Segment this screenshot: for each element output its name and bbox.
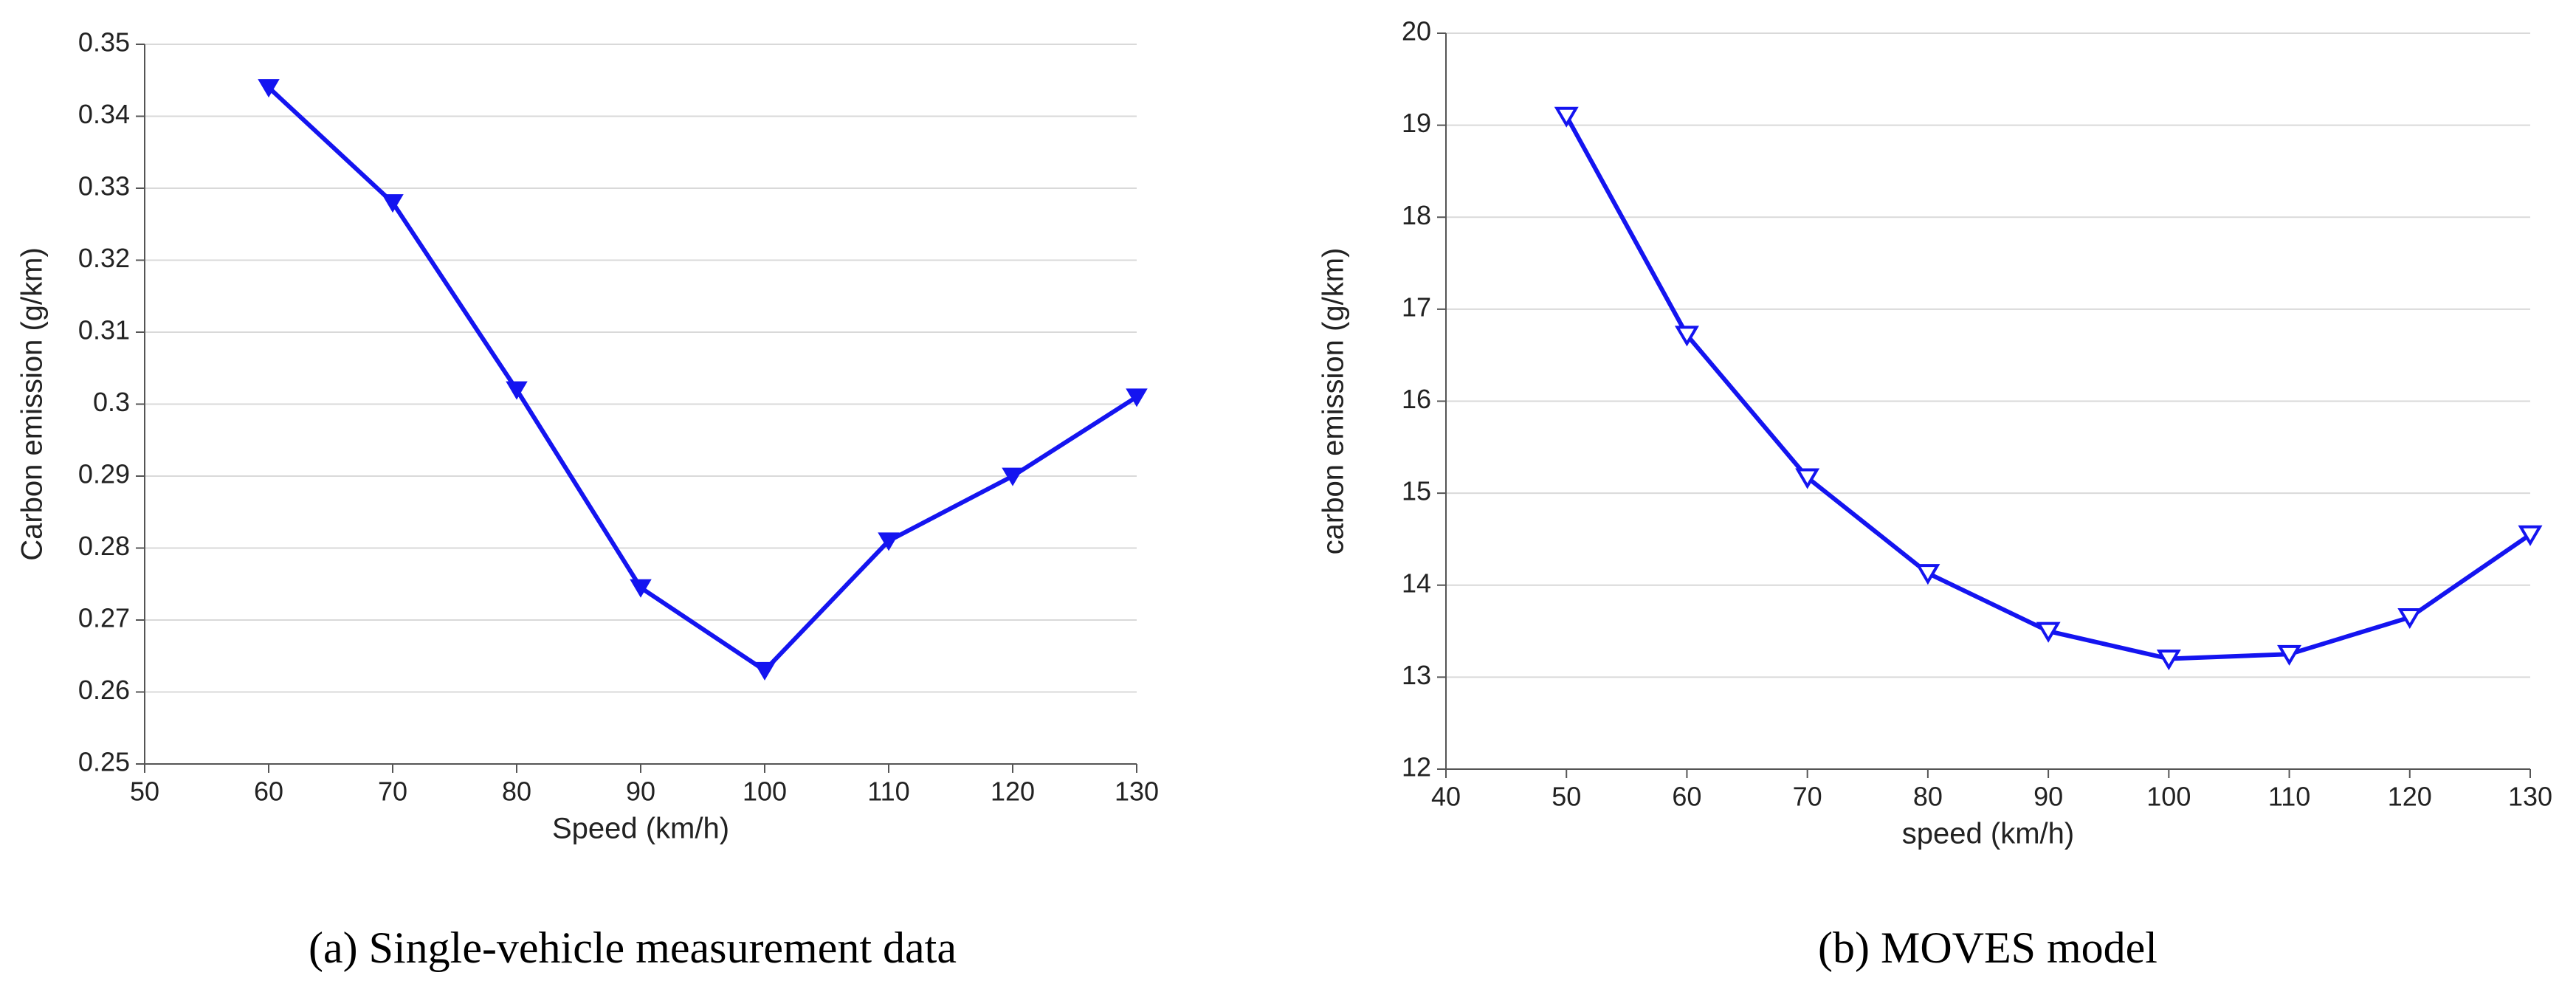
y-tick-label: 18 — [1402, 200, 1431, 230]
caption: (b) MOVES model — [1818, 923, 2157, 972]
y-tick-label: 0.34 — [78, 99, 130, 129]
data-marker — [1002, 467, 1024, 486]
x-tick-label: 120 — [2388, 782, 2432, 812]
x-tick-label: 70 — [1793, 782, 1822, 812]
data-marker — [2156, 650, 2181, 671]
data-marker — [2518, 525, 2543, 546]
data-marker — [382, 194, 404, 213]
x-tick-label: 90 — [2033, 782, 2063, 812]
x-tick-label: 100 — [2146, 782, 2191, 812]
y-tick-label: 0.3 — [93, 387, 130, 417]
x-axis-label: speed (km/h) — [1902, 818, 2074, 850]
data-marker — [1915, 564, 1940, 585]
x-tick-label: 40 — [1431, 782, 1461, 812]
x-axis-label: Speed (km/h) — [552, 813, 729, 845]
y-tick-label: 19 — [1402, 108, 1431, 138]
x-tick-label: 100 — [743, 777, 787, 807]
y-tick-label: 16 — [1402, 384, 1431, 414]
y-tick-label: 0.29 — [78, 459, 130, 489]
x-tick-label: 70 — [378, 777, 407, 807]
x-tick-label: 120 — [991, 777, 1035, 807]
y-tick-label: 13 — [1402, 660, 1431, 690]
data-marker — [754, 661, 776, 681]
data-marker — [1126, 388, 1148, 407]
data-marker — [1554, 106, 1579, 128]
data-marker — [630, 579, 652, 598]
y-axis-label: Carbon emission (g/km) — [16, 247, 49, 561]
data-line — [1564, 114, 2532, 661]
y-tick-label: 12 — [1402, 752, 1431, 782]
x-tick-label: 130 — [1115, 777, 1159, 807]
data-marker — [2397, 607, 2422, 630]
data-marker — [1674, 326, 1699, 347]
y-tick-label: 0.35 — [78, 27, 130, 58]
data-marker — [258, 79, 280, 98]
x-tick-label: 110 — [2268, 782, 2310, 812]
x-tick-label: 50 — [1552, 782, 1581, 812]
y-tick-label: 0.26 — [78, 675, 130, 705]
data-marker — [2036, 622, 2061, 643]
y-tick-label: 0.28 — [78, 531, 130, 561]
data-marker — [2277, 644, 2302, 666]
x-tick-label: 130 — [2508, 782, 2552, 812]
y-tick-label: 0.32 — [78, 243, 130, 273]
y-axis-label: carbon emission (g/km) — [1318, 248, 1350, 555]
x-tick-label: 80 — [502, 777, 531, 807]
y-tick-label: 14 — [1402, 568, 1431, 598]
x-tick-label: 60 — [254, 777, 283, 807]
x-tick-label: 50 — [130, 777, 159, 807]
x-tick-label: 110 — [867, 777, 909, 807]
x-tick-label: 60 — [1672, 782, 1701, 812]
y-tick-label: 0.33 — [78, 171, 130, 202]
x-tick-label: 90 — [626, 777, 655, 807]
data-marker — [506, 381, 528, 400]
y-tick-label: 0.27 — [78, 603, 130, 633]
y-tick-label: 0.31 — [78, 315, 130, 345]
data-marker — [1795, 468, 1820, 489]
caption: (a) Single-vehicle measurement data — [309, 923, 957, 972]
y-tick-label: 17 — [1402, 292, 1431, 322]
y-tick-label: 15 — [1402, 476, 1431, 506]
y-tick-label: 0.25 — [78, 747, 130, 777]
y-tick-label: 20 — [1402, 16, 1431, 47]
x-tick-label: 80 — [1913, 782, 1943, 812]
data-line — [266, 86, 1138, 673]
data-marker — [878, 532, 900, 551]
